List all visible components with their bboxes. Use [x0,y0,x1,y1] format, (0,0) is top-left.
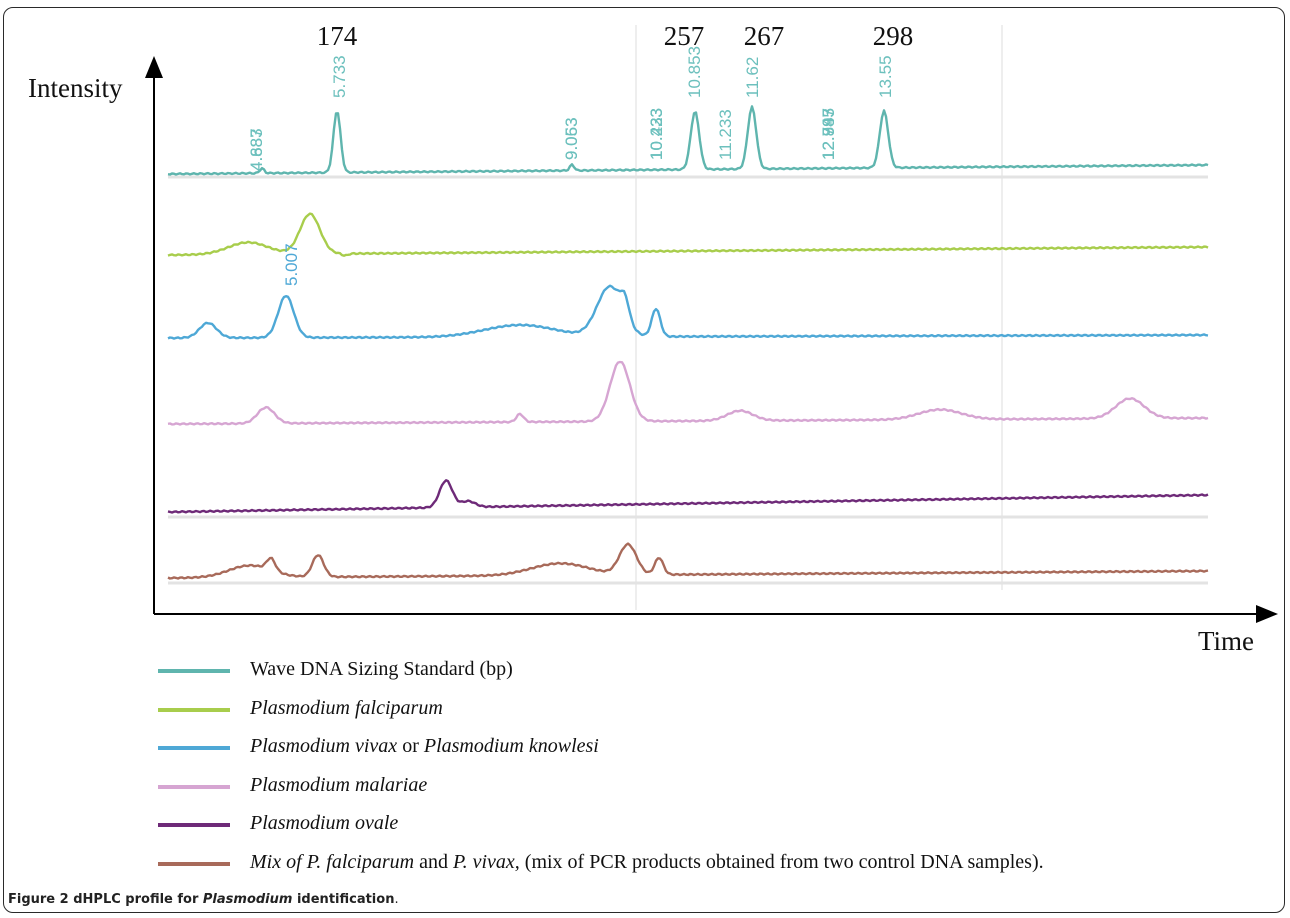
peak-label: 10.233 [647,108,666,160]
peak-label-vivax: 5.007 [282,243,301,286]
peak-label: 13.55 [876,55,895,98]
peak-label: 10.853 [685,46,704,98]
trace-2 [167,212,1209,257]
trace-5 [167,479,1209,514]
peak-label: 12.883 [819,108,838,160]
peak-label: 11.233 [716,109,735,160]
traces [167,105,1209,580]
trace-1 [167,105,1209,176]
legend-swatch [158,669,230,673]
caption-title: Figure 2 dHPLC profile for Plasmodium id… [8,892,395,907]
top-label-298: 298 [873,21,914,51]
legend-swatch [158,823,230,827]
top-label-174: 174 [317,21,358,51]
x-axis-label: Time [1198,626,1254,656]
peak-label: 4.683 [247,128,266,171]
legend-label: Plasmodium ovale [250,812,399,834]
peak-label: 12.747 [819,108,838,160]
peak-label: 4.887 [247,128,266,171]
gridlines [168,25,1208,610]
legend-swatch [158,707,230,712]
legend-label: Plasmodium vivax or Plasmodium knowlesi [250,735,599,757]
legend-swatch [158,861,230,866]
trace-4 [167,360,1209,426]
peak-label: 10.223 [647,108,666,160]
trace-3 [167,284,1209,340]
legend-label: Plasmodium malariae [250,773,428,796]
axes [145,56,1278,623]
legend-label: Mix of P. falciparum and P. vivax, (mix … [250,850,1044,873]
x-axis-arrow [1256,605,1278,623]
top-label-267: 267 [744,21,785,51]
peak-label: 10.433 [647,108,666,160]
peak-label: 9.053 [562,117,581,160]
peak-label: 5.733 [330,55,349,98]
figure-caption: Figure 2 dHPLC profile for Plasmodium id… [8,892,399,907]
top-label-257: 257 [664,21,705,51]
peak-label: 12.995 [819,108,838,160]
trace-6 [167,542,1209,580]
figure-frame [3,7,1285,913]
legend-label: Plasmodium falciparum [250,696,443,719]
legend-swatch [158,784,230,789]
legend-swatch [158,746,230,750]
legend-label: Wave DNA Sizing Standard (bp) [250,658,513,680]
y-axis-label: Intensity [28,73,123,103]
peak-label: 9.063 [562,117,581,160]
y-axis-arrow [145,56,163,78]
peak-label: 11.62 [743,57,762,98]
